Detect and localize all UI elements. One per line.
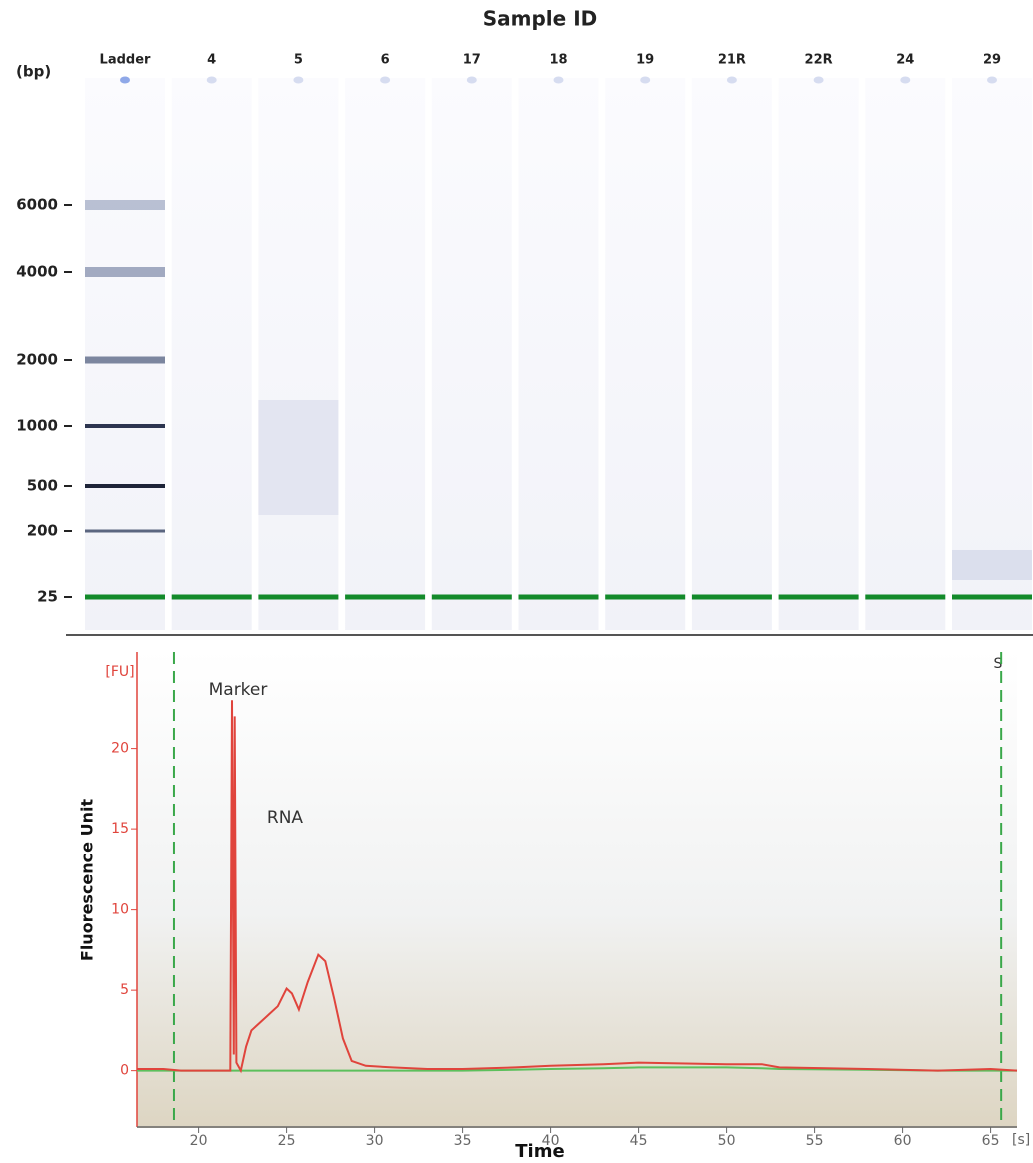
marker-band	[692, 595, 772, 600]
plot-background	[137, 650, 1017, 1128]
gel-title: Sample ID	[483, 7, 597, 31]
size-label: 6000	[16, 196, 58, 214]
lane-label: 29	[983, 53, 1001, 68]
smear	[258, 400, 338, 515]
lane-label: 19	[636, 53, 654, 68]
size-label: 1000	[16, 417, 58, 435]
marker-band	[432, 595, 512, 600]
annotation: Marker	[209, 680, 268, 700]
well	[987, 77, 997, 84]
y-tick-label: 15	[111, 821, 129, 837]
smear	[952, 550, 1032, 580]
x-tick-label: 30	[366, 1133, 384, 1149]
well	[380, 77, 390, 84]
ladder-band	[85, 424, 165, 428]
lane-label: 5	[294, 53, 303, 68]
lane	[779, 78, 859, 630]
marker-band	[865, 595, 945, 600]
x-tick-label: 20	[190, 1133, 208, 1149]
well	[293, 77, 303, 84]
lane	[519, 78, 599, 630]
marker-band	[952, 595, 1032, 600]
well	[120, 77, 130, 84]
lane-label: 18	[549, 53, 567, 68]
y-axis-title: Fluorescence Unit	[78, 799, 97, 962]
gel-unit: (bp)	[16, 63, 51, 81]
y-unit: [FU]	[105, 664, 134, 680]
lane-label: 22R	[805, 53, 833, 68]
lane-label: 17	[463, 53, 481, 68]
x-tick-label: 25	[278, 1133, 296, 1149]
lane-label: 21R	[718, 53, 746, 68]
x-tick-label: 45	[630, 1133, 648, 1149]
marker-band	[172, 595, 252, 600]
well	[554, 77, 564, 84]
lane	[432, 78, 512, 630]
lane	[605, 78, 685, 630]
ladder-band	[85, 200, 165, 210]
ladder-band	[85, 267, 165, 277]
size-label: 2000	[16, 351, 58, 369]
y-tick-label: 10	[111, 902, 129, 918]
lane	[865, 78, 945, 630]
marker-band	[779, 595, 859, 600]
marker-band	[605, 595, 685, 600]
well	[640, 77, 650, 84]
lane-label: Ladder	[100, 53, 151, 68]
marker-band	[258, 595, 338, 600]
annotation: RNA	[267, 808, 304, 828]
x-tick-label: 65	[982, 1133, 1000, 1149]
lane-label: 24	[896, 53, 914, 68]
lane	[172, 78, 252, 630]
gel: Sample ID (bp) Ladder 4 5 6 17 18 19 21R 22R 24 29…	[16, 7, 1032, 631]
electropherogram: [FU] [s] Time Fluorescence Unit Marker R…	[78, 650, 1031, 1162]
x-unit: [s]	[1012, 1132, 1030, 1148]
size-label: 500	[27, 477, 58, 495]
x-tick-label: 50	[718, 1133, 736, 1149]
size-label: 4000	[16, 263, 58, 281]
lane	[952, 78, 1032, 630]
x-tick-label: 55	[806, 1133, 824, 1149]
lane	[258, 78, 338, 630]
lane-label: 4	[207, 53, 216, 68]
well	[814, 77, 824, 84]
lane-label: 6	[381, 53, 390, 68]
marker-band	[519, 595, 599, 600]
y-tick-label: 0	[120, 1063, 129, 1079]
lane	[345, 78, 425, 630]
lane	[692, 78, 772, 630]
figure: Sample ID (bp) Ladder45617181921R22R2429…	[0, 0, 1033, 1163]
x-tick-label: 35	[454, 1133, 472, 1149]
y-tick-label: 5	[120, 982, 129, 998]
lane	[85, 78, 165, 630]
well	[900, 77, 910, 84]
well	[207, 77, 217, 84]
marker-band	[345, 595, 425, 600]
y-tick-label: 20	[111, 741, 129, 757]
size-label: 200	[27, 522, 58, 540]
x-tick-label: 60	[894, 1133, 912, 1149]
ladder-band	[85, 484, 165, 488]
size-label: 25	[37, 588, 58, 606]
ladder-band	[85, 357, 165, 364]
well	[467, 77, 477, 84]
ladder-band	[85, 530, 165, 533]
well	[727, 77, 737, 84]
marker-band	[85, 595, 165, 600]
x-tick-label: 40	[542, 1133, 560, 1149]
